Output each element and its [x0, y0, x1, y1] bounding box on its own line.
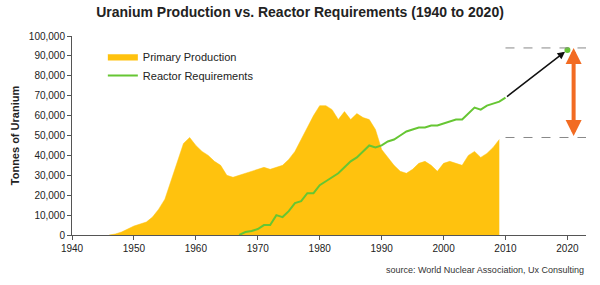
svg-text:1960: 1960 [185, 243, 208, 254]
svg-text:70,000: 70,000 [34, 90, 65, 101]
svg-text:50,000: 50,000 [34, 130, 65, 141]
svg-text:1990: 1990 [371, 243, 394, 254]
svg-text:source: World Nuclear Associat: source: World Nuclear Association, Ux Co… [386, 265, 584, 275]
svg-text:100,000: 100,000 [29, 31, 66, 42]
svg-text:30,000: 30,000 [34, 170, 65, 181]
svg-text:40,000: 40,000 [34, 150, 65, 161]
svg-text:80,000: 80,000 [34, 70, 65, 81]
svg-text:0: 0 [59, 230, 65, 241]
svg-text:2020: 2020 [556, 243, 579, 254]
svg-text:20,000: 20,000 [34, 190, 65, 201]
svg-text:Tonnes of Uranium: Tonnes of Uranium [9, 86, 21, 186]
svg-text:1980: 1980 [309, 243, 332, 254]
svg-text:10,000: 10,000 [34, 210, 65, 221]
svg-text:Uranium Production vs. Reactor: Uranium Production vs. Reactor Requireme… [96, 4, 504, 20]
svg-text:Reactor Requirements: Reactor Requirements [143, 70, 254, 82]
svg-text:2010: 2010 [494, 243, 517, 254]
svg-text:2000: 2000 [432, 243, 455, 254]
svg-text:1950: 1950 [123, 243, 146, 254]
svg-text:Primary Production: Primary Production [143, 51, 237, 63]
svg-text:1940: 1940 [61, 243, 84, 254]
svg-text:60,000: 60,000 [34, 110, 65, 121]
svg-text:90,000: 90,000 [34, 50, 65, 61]
svg-text:1970: 1970 [247, 243, 270, 254]
